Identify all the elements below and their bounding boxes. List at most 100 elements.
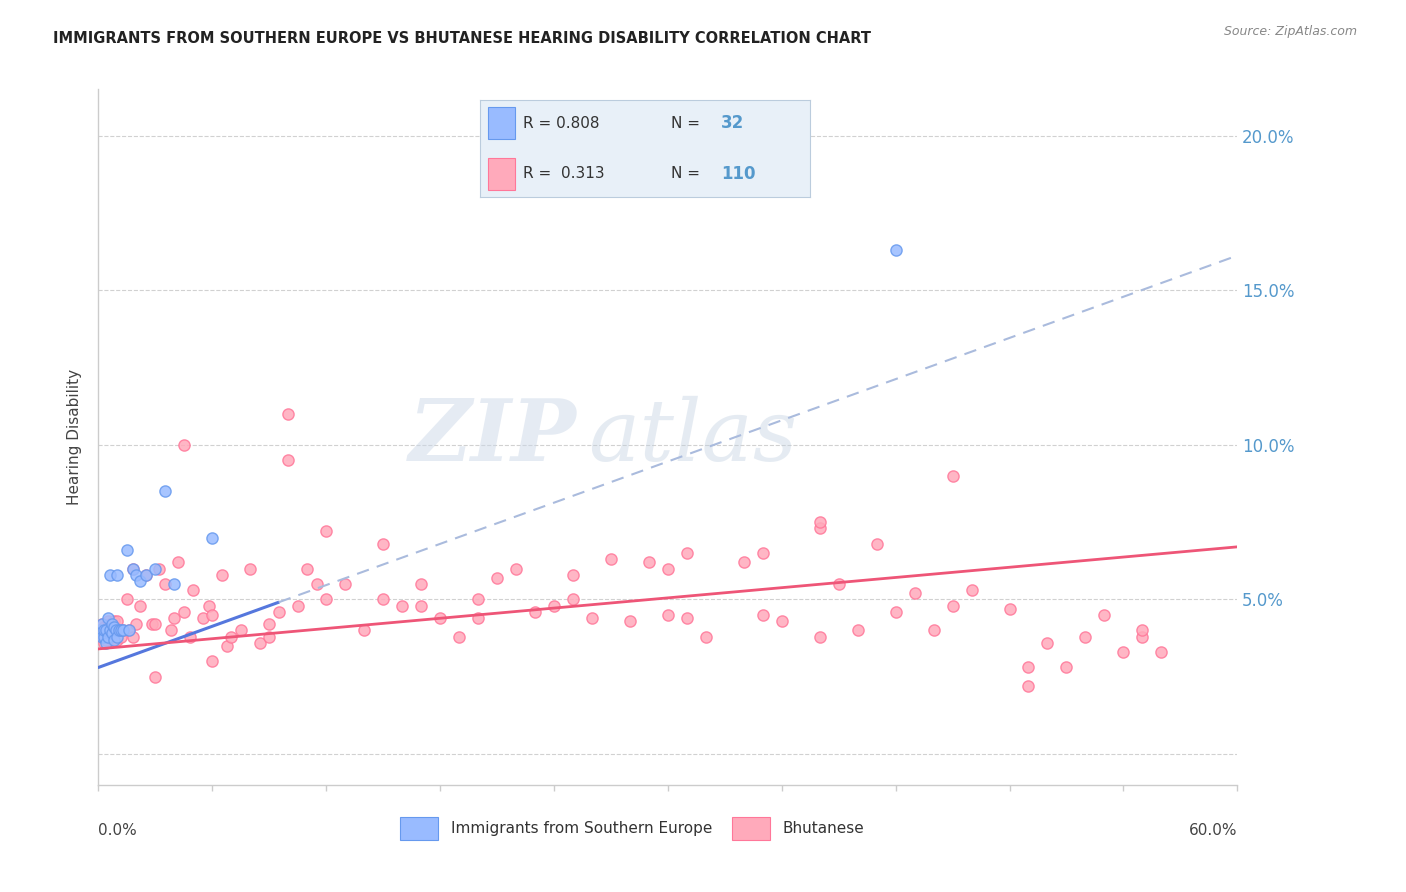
Point <box>217 639 239 653</box>
Text: ZIP: ZIP <box>409 395 576 479</box>
Text: 0.0%: 0.0% <box>98 823 138 838</box>
Point <box>191 611 214 625</box>
Point <box>145 561 167 575</box>
Point <box>145 670 167 684</box>
Point <box>98 567 121 582</box>
Point <box>371 537 394 551</box>
Point <box>267 605 290 619</box>
Point <box>752 546 775 560</box>
Point <box>129 599 152 613</box>
Point <box>89 624 111 638</box>
Text: IMMIGRANTS FROM SOUTHERN EUROPE VS BHUTANESE HEARING DISABILITY CORRELATION CHAR: IMMIGRANTS FROM SOUTHERN EUROPE VS BHUTA… <box>53 31 872 46</box>
Point <box>159 624 181 638</box>
Point <box>277 407 299 421</box>
Point <box>110 630 132 644</box>
Point <box>371 592 394 607</box>
Point <box>97 611 120 625</box>
Point <box>808 515 831 529</box>
Point <box>221 630 243 644</box>
Point <box>287 599 309 613</box>
Point <box>107 632 129 647</box>
Point <box>998 601 1021 615</box>
Point <box>94 636 117 650</box>
Point <box>1132 630 1154 644</box>
Point <box>846 624 869 638</box>
Point <box>107 614 129 628</box>
Point <box>562 592 585 607</box>
Point <box>960 583 983 598</box>
Text: 60.0%: 60.0% <box>1189 823 1237 838</box>
Point <box>89 624 111 638</box>
Point <box>153 484 176 499</box>
Point <box>600 552 623 566</box>
Point <box>97 614 120 628</box>
Point <box>467 611 489 625</box>
Point <box>183 583 205 598</box>
Point <box>1094 607 1116 622</box>
Point <box>657 607 679 622</box>
Point <box>91 630 114 644</box>
Point <box>1056 660 1078 674</box>
Point <box>1150 645 1173 659</box>
Point <box>91 617 114 632</box>
Point <box>107 567 129 582</box>
Point <box>98 626 121 640</box>
Point <box>100 632 122 647</box>
Point <box>467 592 489 607</box>
Point <box>115 592 138 607</box>
Point <box>103 620 125 634</box>
Point <box>135 567 157 582</box>
Point <box>97 630 120 644</box>
Point <box>277 453 299 467</box>
Point <box>315 524 337 539</box>
Point <box>107 630 129 644</box>
Point <box>211 567 233 582</box>
Point <box>94 632 117 647</box>
Point <box>733 555 755 569</box>
Point <box>201 654 224 668</box>
Point <box>249 636 271 650</box>
Point <box>335 577 357 591</box>
Point <box>1074 630 1097 644</box>
Point <box>125 567 148 582</box>
Point <box>942 468 965 483</box>
Point <box>828 577 851 591</box>
Point <box>201 531 224 545</box>
Point <box>148 561 170 575</box>
Point <box>103 632 125 647</box>
Point <box>167 555 190 569</box>
Point <box>121 561 143 575</box>
Point <box>100 617 122 632</box>
Point <box>449 630 471 644</box>
Point <box>922 624 945 638</box>
Point <box>103 630 125 644</box>
Point <box>1132 624 1154 638</box>
Point <box>619 614 641 628</box>
Point <box>100 620 122 634</box>
Point <box>297 561 319 575</box>
Point <box>125 617 148 632</box>
Point <box>98 617 121 632</box>
Point <box>315 592 337 607</box>
Point <box>197 599 219 613</box>
Point <box>100 626 122 640</box>
Point <box>486 571 509 585</box>
Point <box>1036 636 1059 650</box>
Point <box>153 577 176 591</box>
Point <box>141 617 163 632</box>
Point <box>562 567 585 582</box>
Point <box>676 546 699 560</box>
Text: atlas: atlas <box>588 396 797 478</box>
Point <box>93 630 115 644</box>
Point <box>543 599 565 613</box>
Point <box>108 624 131 638</box>
Point <box>121 630 143 644</box>
Point <box>163 577 186 591</box>
Point <box>581 611 603 625</box>
Point <box>173 438 195 452</box>
Point <box>657 561 679 575</box>
Point <box>770 614 793 628</box>
Point <box>1112 645 1135 659</box>
Point <box>104 630 127 644</box>
Point <box>201 607 224 622</box>
